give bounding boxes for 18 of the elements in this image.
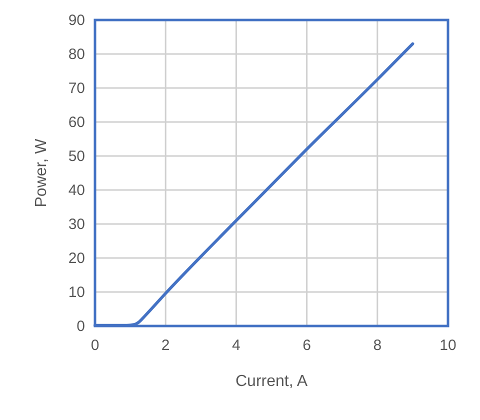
x-axis-title: Current, A [235,373,308,390]
y-tick-label: 50 [68,148,85,165]
y-tick-label: 90 [68,12,85,29]
y-tick-label: 0 [76,318,85,335]
y-tick-label: 10 [68,284,85,301]
y-tick-label: 80 [68,46,85,63]
x-tick-label: 10 [440,337,456,354]
x-tick-label: 6 [302,337,311,354]
y-tick-label: 60 [68,114,85,131]
y-tick-label: 30 [68,216,85,233]
y-tick-label: 70 [68,80,85,97]
x-tick-label: 8 [373,337,382,354]
y-tick-label: 40 [68,182,85,199]
x-tick-label: 2 [161,337,170,354]
x-tick-label: 0 [90,337,100,354]
y-axis-title: Power, W [33,138,50,208]
y-tick-label: 20 [68,250,85,267]
x-tick-label: 4 [232,337,240,354]
